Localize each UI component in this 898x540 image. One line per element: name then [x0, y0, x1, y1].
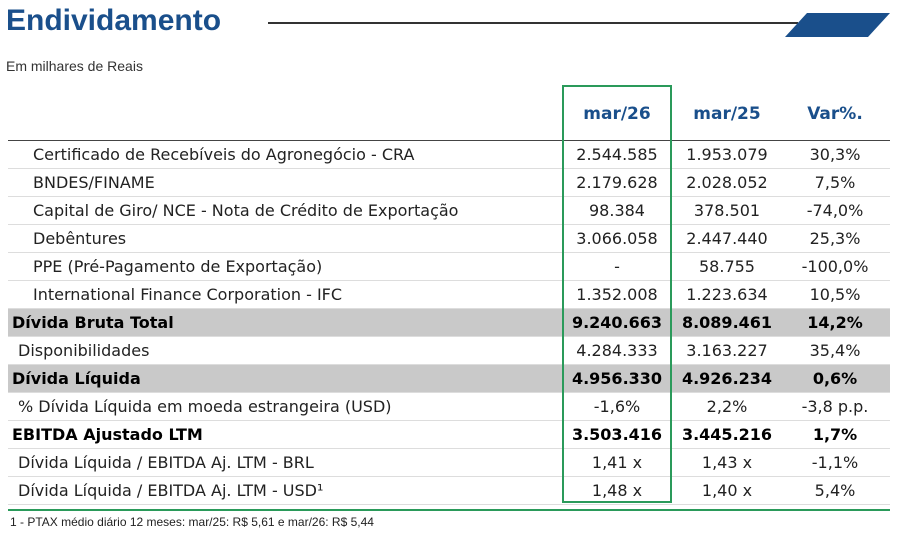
- cell-value: 4.926.234: [681, 369, 773, 388]
- row-shade: [8, 309, 890, 337]
- row-rule: [8, 364, 890, 365]
- row-label: % Dívida Líquida em moeda estrangeira (U…: [18, 397, 392, 416]
- cell-value: 1.223.634: [686, 285, 768, 304]
- footnote: 1 - PTAX médio diário 12 meses: mar/25: …: [10, 515, 374, 529]
- column-header: Var%.: [807, 104, 863, 124]
- cell-value: 1.352.008: [576, 285, 658, 304]
- cell-value: 3.503.416: [571, 425, 663, 444]
- row-label: Dívida Líquida / EBITDA Aj. LTM - USD¹: [18, 481, 324, 500]
- cell-value: 4.284.333: [576, 341, 658, 360]
- row-shade: [8, 365, 890, 393]
- row-label: Dívida Líquida / EBITDA Aj. LTM - BRL: [18, 453, 314, 472]
- cell-value: 58.755: [699, 257, 755, 276]
- cell-value: 9.240.663: [571, 313, 663, 332]
- cell-value: 2.544.585: [576, 145, 658, 164]
- row-label: Debêntures: [33, 229, 127, 248]
- cell-value: -: [614, 257, 620, 276]
- cell-value: 8.089.461: [681, 313, 773, 332]
- row-rule: [8, 224, 890, 225]
- cell-value: 2,2%: [706, 397, 748, 416]
- highlight-box: [562, 85, 672, 503]
- row-rule: [8, 336, 890, 337]
- cell-value: 5,4%: [814, 481, 856, 500]
- cell-value: 4.956.330: [571, 369, 663, 388]
- row-rule: [8, 504, 890, 505]
- title-rule: [268, 22, 798, 24]
- cell-value: 1,40 x: [701, 481, 753, 500]
- cell-value: 1,43 x: [701, 453, 753, 472]
- cell-value: 1,41 x: [591, 453, 643, 472]
- cell-value: -1,1%: [811, 453, 859, 472]
- row-rule: [8, 448, 890, 449]
- header-rule: [8, 140, 890, 141]
- cell-value: 2.447.440: [686, 229, 768, 248]
- cell-value: 7,5%: [814, 173, 856, 192]
- cell-value: -3,8 p.p.: [801, 397, 869, 416]
- cell-value: 3.163.227: [686, 341, 768, 360]
- row-rule: [8, 420, 890, 421]
- column-header: mar/26: [583, 104, 651, 124]
- cell-value: 3.066.058: [576, 229, 658, 248]
- cell-value: -74,0%: [806, 201, 864, 220]
- column-header: mar/25: [693, 104, 761, 124]
- row-label: PPE (Pré-Pagamento de Exportação): [33, 257, 323, 276]
- bottom-rule: [8, 509, 890, 511]
- cell-value: 378.501: [693, 201, 761, 220]
- cell-value: 2.028.052: [686, 173, 768, 192]
- row-rule: [8, 196, 890, 197]
- cell-value: 1,48 x: [591, 481, 643, 500]
- row-rule: [8, 476, 890, 477]
- cell-value: 14,2%: [807, 313, 863, 332]
- row-rule: [8, 280, 890, 281]
- title: Endividamento: [6, 4, 222, 37]
- row-label: Capital de Giro/ NCE - Nota de Crédito d…: [33, 201, 459, 220]
- row-label: Certificado de Recebíveis do Agronegócio…: [33, 145, 415, 164]
- cell-value: 35,4%: [809, 341, 861, 360]
- row-label: BNDES/FINAME: [33, 173, 155, 192]
- cell-value: 2.179.628: [576, 173, 658, 192]
- cell-value: 98.384: [589, 201, 645, 220]
- row-label: EBITDA Ajustado LTM: [12, 425, 203, 444]
- row-label: International Finance Corporation - IFC: [33, 285, 343, 304]
- subtitle: Em milhares de Reais: [6, 58, 143, 74]
- row-label: Dívida Líquida: [12, 369, 141, 388]
- row-label: Dívida Bruta Total: [12, 313, 174, 332]
- cell-value: 1,7%: [812, 425, 858, 444]
- row-label: Disponibilidades: [18, 341, 150, 360]
- cell-value: 30,3%: [809, 145, 861, 164]
- row-rule: [8, 168, 890, 169]
- cell-value: 3.445.216: [681, 425, 773, 444]
- cell-value: 25,3%: [809, 229, 861, 248]
- cell-value: -1,6%: [593, 397, 641, 416]
- row-rule: [8, 308, 890, 309]
- cell-value: 10,5%: [809, 285, 861, 304]
- row-rule: [8, 252, 890, 253]
- cell-value: -100,0%: [801, 257, 869, 276]
- row-rule: [8, 392, 890, 393]
- cell-value: 1.953.079: [686, 145, 768, 164]
- cell-value: 0,6%: [812, 369, 858, 388]
- title-accent: [785, 13, 890, 37]
